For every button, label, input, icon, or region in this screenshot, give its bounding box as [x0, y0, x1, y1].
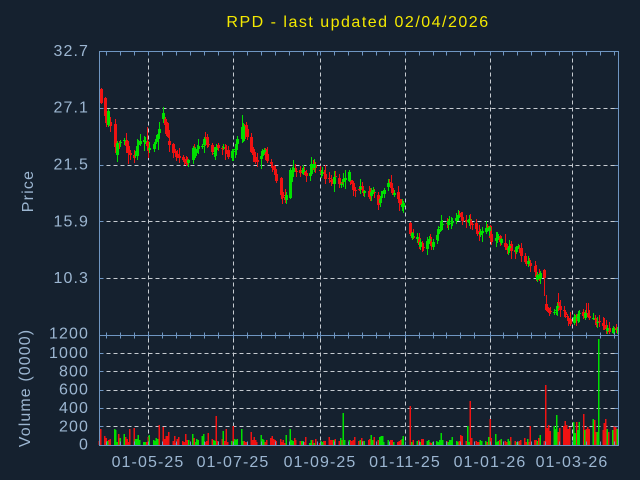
svg-text:01-03-26: 01-03-26: [536, 454, 609, 471]
svg-text:1000: 1000: [49, 345, 89, 362]
svg-text:600: 600: [59, 382, 89, 399]
svg-text:Price: Price: [20, 170, 37, 212]
svg-text:200: 200: [59, 418, 89, 435]
svg-text:10.3: 10.3: [53, 270, 89, 287]
svg-text:21.5: 21.5: [53, 156, 89, 173]
svg-text:32.7: 32.7: [53, 43, 89, 60]
svg-text:01-09-25: 01-09-25: [284, 454, 357, 471]
svg-text:01-01-26: 01-01-26: [454, 454, 527, 471]
svg-text:1200: 1200: [49, 325, 89, 342]
svg-text:Volume (0000): Volume (0000): [17, 329, 34, 447]
svg-text:27.1: 27.1: [53, 100, 89, 117]
svg-text:15.9: 15.9: [53, 213, 89, 230]
svg-text:0: 0: [79, 437, 89, 454]
svg-text:400: 400: [59, 400, 89, 417]
svg-text:800: 800: [59, 363, 89, 380]
svg-text:RPD - last updated 02/04/2026: RPD - last updated 02/04/2026: [226, 14, 489, 31]
svg-text:01-07-25: 01-07-25: [197, 454, 270, 471]
svg-text:01-11-25: 01-11-25: [369, 454, 441, 471]
svg-text:01-05-25: 01-05-25: [112, 454, 185, 471]
